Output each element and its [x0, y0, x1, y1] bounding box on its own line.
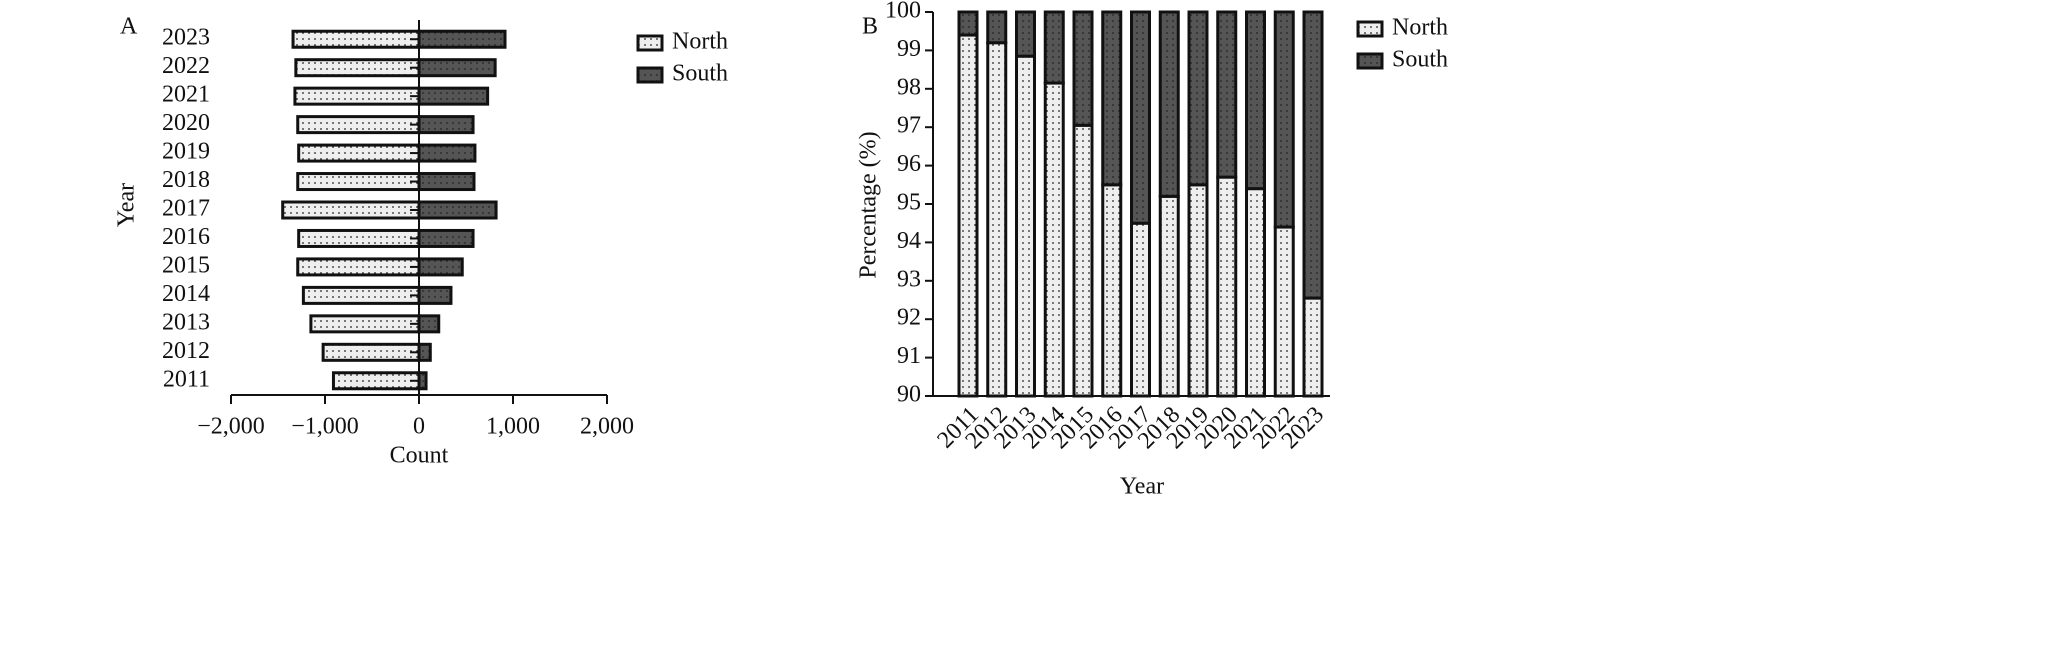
bar-segment [1072, 10, 1094, 127]
panel-label: B [862, 14, 878, 40]
y-tick-label: 2012 [162, 338, 210, 364]
panel-label: A [120, 14, 138, 40]
bar [294, 58, 421, 78]
y-tick-label: 2018 [162, 167, 210, 193]
bar [417, 314, 441, 334]
y-tick-label: 98 [897, 74, 921, 100]
legend-swatch [1356, 52, 1384, 70]
legend-label: North [672, 29, 728, 55]
bar [417, 172, 476, 192]
legend-label: North [1392, 15, 1448, 41]
y-tick-label: 99 [897, 36, 921, 62]
bar-segment [1072, 123, 1094, 398]
bar-segment [1216, 10, 1238, 179]
x-axis-label: Year [1120, 474, 1164, 500]
bar-segment [957, 10, 979, 37]
bar [417, 285, 453, 305]
bar [417, 200, 498, 220]
x-axis-label: Count [390, 443, 449, 469]
bar [417, 371, 428, 391]
y-tick-label: 2022 [162, 53, 210, 79]
y-tick-label: 100 [885, 0, 921, 24]
y-tick-label: 2023 [162, 25, 210, 51]
bar-segment [1158, 10, 1180, 198]
y-tick-label: 96 [897, 151, 921, 177]
bar-segment [957, 33, 979, 398]
bar [296, 115, 421, 135]
bar [417, 228, 475, 248]
bar [297, 228, 421, 248]
bar-segment [986, 10, 1008, 45]
x-tick-label: −1,000 [291, 414, 359, 440]
y-tick-label: 2015 [162, 252, 210, 278]
bar-segment [1043, 81, 1065, 398]
bar-segment [1015, 10, 1036, 58]
y-tick-label: 2011 [163, 366, 210, 392]
bar-segment [1130, 221, 1151, 398]
bar [331, 371, 421, 391]
bar-segment [1245, 187, 1266, 398]
bar-segment [986, 41, 1008, 398]
legend-swatch [1356, 20, 1384, 38]
y-axis-label: Year [114, 183, 140, 227]
x-tick-label: −2,000 [197, 414, 265, 440]
bar [281, 200, 421, 220]
bar [417, 115, 475, 135]
bar [309, 314, 421, 334]
y-tick-label: 97 [897, 113, 921, 139]
bar-segment [1187, 183, 1209, 398]
bar-segment [1273, 10, 1295, 229]
bar [291, 29, 421, 49]
x-tick-label: 2,000 [580, 414, 634, 440]
bar [301, 285, 421, 305]
y-tick-label: 90 [897, 382, 921, 408]
y-tick-label: 2014 [162, 281, 210, 307]
y-tick-label: 2013 [162, 309, 210, 335]
bar [417, 257, 464, 277]
y-tick-label: 92 [897, 305, 921, 331]
y-tick-label: 2019 [162, 139, 210, 165]
x-tick-label: 1,000 [486, 414, 540, 440]
legend-label: South [672, 61, 728, 87]
bar [297, 143, 421, 163]
bar [417, 86, 490, 106]
x-tick-label: 0 [413, 414, 425, 440]
bar [417, 342, 432, 362]
y-axis-label: Percentage (%) [856, 131, 882, 278]
legend-label: South [1392, 47, 1448, 73]
bar-segment [1245, 10, 1266, 191]
bar-segment [1216, 175, 1238, 398]
bar-segment [1015, 54, 1036, 398]
bar [417, 143, 477, 163]
y-tick-label: 94 [897, 228, 921, 254]
bar [417, 58, 497, 78]
bar-segment [1101, 183, 1123, 398]
bar [296, 172, 421, 192]
bar-segment [1101, 10, 1123, 187]
y-tick-label: 2017 [162, 196, 210, 222]
bar-segment [1043, 10, 1065, 85]
legend-swatch [636, 66, 664, 84]
legend-swatch [636, 34, 664, 52]
bar-segment [1130, 10, 1151, 225]
y-tick-label: 93 [897, 266, 921, 292]
bar [296, 257, 421, 277]
y-tick-label: 2020 [162, 110, 210, 136]
bar-segment [1187, 10, 1209, 187]
y-tick-label: 91 [897, 343, 921, 369]
bar [417, 29, 507, 49]
y-tick-label: 2021 [162, 82, 210, 108]
bar-segment [1302, 296, 1324, 398]
bar-segment [1302, 10, 1324, 300]
bar-segment [1273, 225, 1295, 398]
y-tick-label: 95 [897, 190, 921, 216]
bar [321, 342, 421, 362]
bar-segment [1158, 194, 1180, 398]
y-tick-label: 2016 [162, 224, 210, 250]
bar [293, 86, 421, 106]
